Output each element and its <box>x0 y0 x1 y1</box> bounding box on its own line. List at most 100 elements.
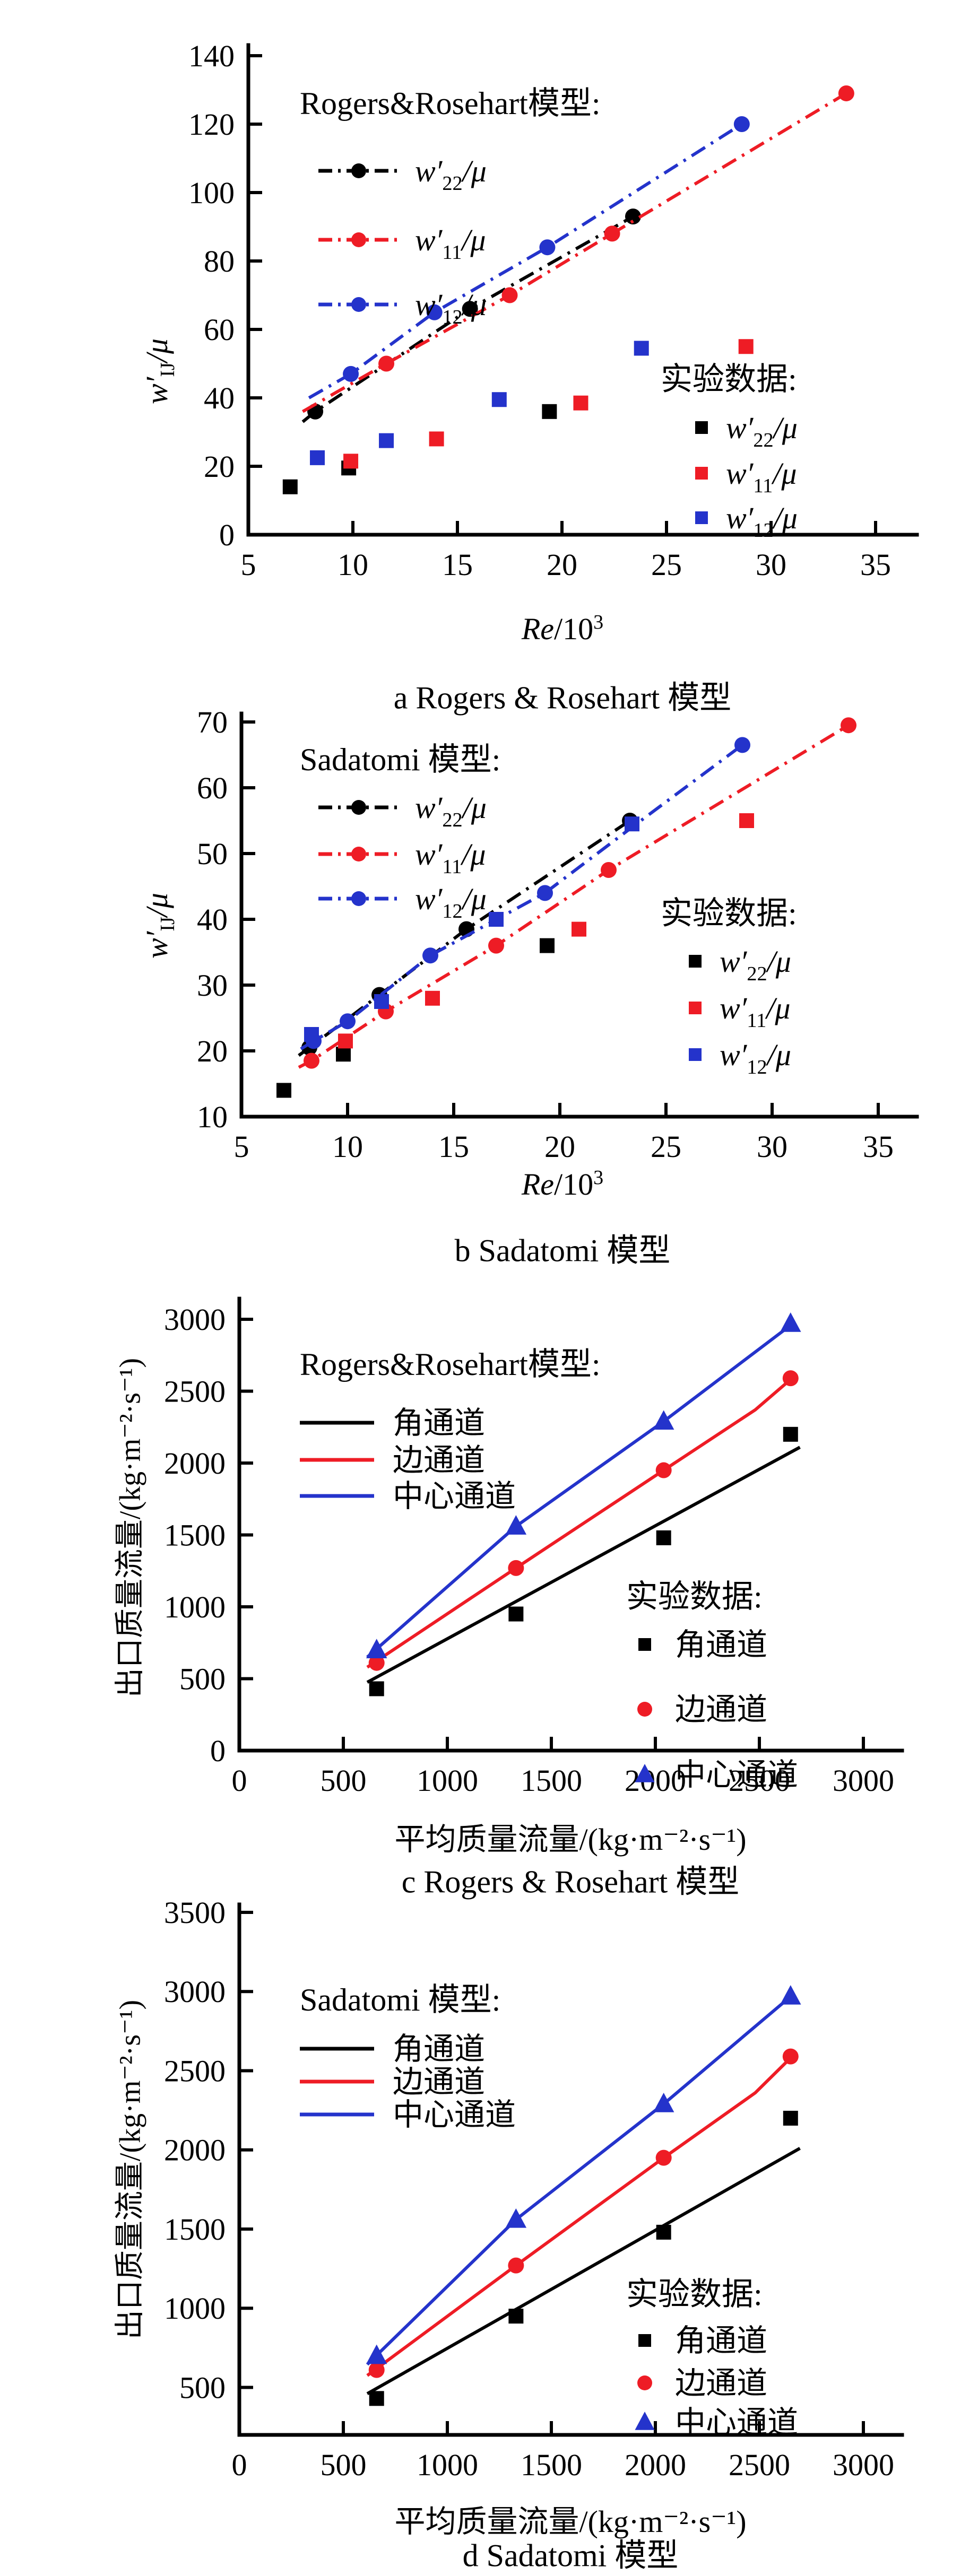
svg-text:Rogers&Rosehart模型:: Rogers&Rosehart模型: <box>300 86 601 121</box>
svg-text:w′12/μ: w′12/μ <box>415 288 487 328</box>
exp-series-a <box>282 339 754 494</box>
model-line-blue <box>366 1321 795 1659</box>
svg-text:边通道: 边通道 <box>675 2366 767 2400</box>
svg-text:2500: 2500 <box>729 1763 790 1798</box>
svg-text:1500: 1500 <box>521 1763 582 1798</box>
model-line-black <box>366 2147 801 2395</box>
svg-text:40: 40 <box>204 381 235 415</box>
y-axis-label-c: 出口质量流量/(kg·m⁻²·s⁻¹) <box>114 1357 147 1698</box>
ticks-d: 0 500 1000 1500 2000 2500 3000 500 1000 1500 2000 2… <box>164 1895 894 2482</box>
svg-text:100: 100 <box>188 176 235 210</box>
svg-text:Rogers&Rosehart模型:: Rogers&Rosehart模型: <box>300 1347 601 1382</box>
svg-text:20: 20 <box>544 1129 575 1164</box>
svg-text:边通道: 边通道 <box>675 1692 767 1727</box>
svg-text:角通道: 角通道 <box>393 2032 485 2066</box>
svg-text:3000: 3000 <box>833 2448 894 2482</box>
svg-text:20: 20 <box>197 1034 228 1068</box>
svg-text:2000: 2000 <box>164 2133 226 2168</box>
svg-text:中心通道: 中心通道 <box>675 2405 798 2440</box>
chart-panel-c: 0 500 1000 1500 2000 2500 3000 0 500 1000 1500 2000… <box>164 1296 904 1798</box>
model-line-blue <box>308 123 743 399</box>
x-axis-label-d: 平均质量流量/(kg·m⁻²·s⁻¹) <box>394 2504 747 2539</box>
svg-text:15: 15 <box>442 547 473 582</box>
svg-text:w′22/μ: w′22/μ <box>415 790 487 831</box>
ticks-c: 0 500 1000 1500 2000 2500 3000 0 500 1000 1500 2000… <box>164 1302 894 1798</box>
svg-text:中心通道: 中心通道 <box>393 2098 516 2132</box>
caption-d: d Sadatomi 模型 <box>462 2538 679 2573</box>
svg-text:w′22/μ: w′22/μ <box>720 944 791 985</box>
svg-text:角通道: 角通道 <box>393 1406 485 1440</box>
model-line-blue <box>366 1992 795 2366</box>
svg-text:实验数据:: 实验数据: <box>661 896 797 931</box>
svg-text:50: 50 <box>197 837 228 871</box>
svg-text:0: 0 <box>210 1734 226 1768</box>
svg-text:1000: 1000 <box>164 1590 226 1624</box>
svg-text:w′11/μ: w′11/μ <box>720 991 790 1032</box>
svg-text:w′12/μ: w′12/μ <box>720 1038 791 1078</box>
svg-text:2000: 2000 <box>625 1763 686 1798</box>
exp-legend-b: 实验数据: w′22/μ w′11/μ w′12/μ <box>661 896 797 1078</box>
model-legend-b: Sadatomi 模型: w′22/μ w′11/μw′12/μ <box>300 742 500 923</box>
svg-text:2500: 2500 <box>164 2053 226 2088</box>
svg-text:2000: 2000 <box>625 2448 686 2482</box>
svg-text:中心通道: 中心通道 <box>675 1757 798 1792</box>
exp-legend-a: 实验数据: w′22/μ w′11/μw′12/μ <box>661 362 798 542</box>
svg-text:w′12/μ: w′12/μ <box>415 882 487 923</box>
svg-text:中心通道: 中心通道 <box>393 1479 516 1513</box>
axes-c <box>237 1296 904 1753</box>
svg-text:实验数据:: 实验数据: <box>626 2277 763 2312</box>
svg-text:角通道: 角通道 <box>675 1628 767 1662</box>
svg-text:1500: 1500 <box>164 2212 226 2247</box>
svg-text:40: 40 <box>197 902 228 937</box>
svg-text:30: 30 <box>197 968 228 1003</box>
svg-text:500: 500 <box>179 2370 226 2405</box>
svg-text:Sadatomi 模型:: Sadatomi 模型: <box>300 742 500 777</box>
svg-text:3500: 3500 <box>164 1895 226 1930</box>
svg-text:3000: 3000 <box>833 1763 894 1798</box>
svg-text:30: 30 <box>757 1129 787 1164</box>
svg-text:25: 25 <box>651 1129 681 1164</box>
svg-text:70: 70 <box>197 705 228 739</box>
x-axis-label-c: 平均质量流量/(kg·m⁻²·s⁻¹) <box>394 1822 747 1857</box>
svg-text:0: 0 <box>219 518 235 552</box>
svg-text:500: 500 <box>321 1763 367 1798</box>
svg-text:1000: 1000 <box>164 2291 226 2326</box>
y-axis-label-b: w′IJ/μ <box>140 892 179 959</box>
model-line-black <box>366 1446 801 1684</box>
svg-text:1500: 1500 <box>521 2448 582 2482</box>
svg-text:w′22/μ: w′22/μ <box>726 411 798 451</box>
svg-text:35: 35 <box>863 1129 894 1164</box>
svg-text:w′11/μ: w′11/μ <box>415 223 486 264</box>
svg-text:10: 10 <box>332 1129 363 1164</box>
svg-text:1000: 1000 <box>417 2448 478 2482</box>
y-axis-label-a: w′IJ/μ <box>140 338 179 405</box>
model-series-a <box>301 85 854 423</box>
x-axis-label-b: Re/103 <box>521 1166 604 1202</box>
svg-text:60: 60 <box>197 771 228 805</box>
svg-text:60: 60 <box>204 312 235 347</box>
ticks-a: 5 10 15 20 25 30 35 0 20 40 60 80 100 120 140 <box>188 39 891 582</box>
svg-text:1000: 1000 <box>417 1763 478 1798</box>
svg-text:w′11/μ: w′11/μ <box>726 456 797 497</box>
axes-a <box>246 43 919 537</box>
svg-text:2000: 2000 <box>164 1446 226 1481</box>
model-legend-a: Rogers&Rosehart模型: w′22/μ w′11/μ w′12/μ <box>300 86 601 328</box>
svg-text:15: 15 <box>438 1129 469 1164</box>
svg-text:80: 80 <box>204 244 235 279</box>
svg-text:140: 140 <box>188 39 235 73</box>
x-axis-label-a: Re/103 <box>521 611 604 647</box>
svg-text:w′12/μ: w′12/μ <box>726 501 798 542</box>
svg-text:3000: 3000 <box>164 1302 226 1337</box>
svg-text:0: 0 <box>232 2448 247 2482</box>
exp-series-c <box>366 1312 801 1696</box>
svg-text:w′11/μ: w′11/μ <box>415 837 486 878</box>
svg-text:5: 5 <box>234 1129 249 1164</box>
chart-panel-d: 0 500 1000 1500 2000 2500 3000 500 1000 1500 2000 2… <box>164 1895 904 2482</box>
caption-a: a Rogers & Rosehart 模型 <box>393 680 732 716</box>
svg-text:3000: 3000 <box>164 1974 226 2009</box>
